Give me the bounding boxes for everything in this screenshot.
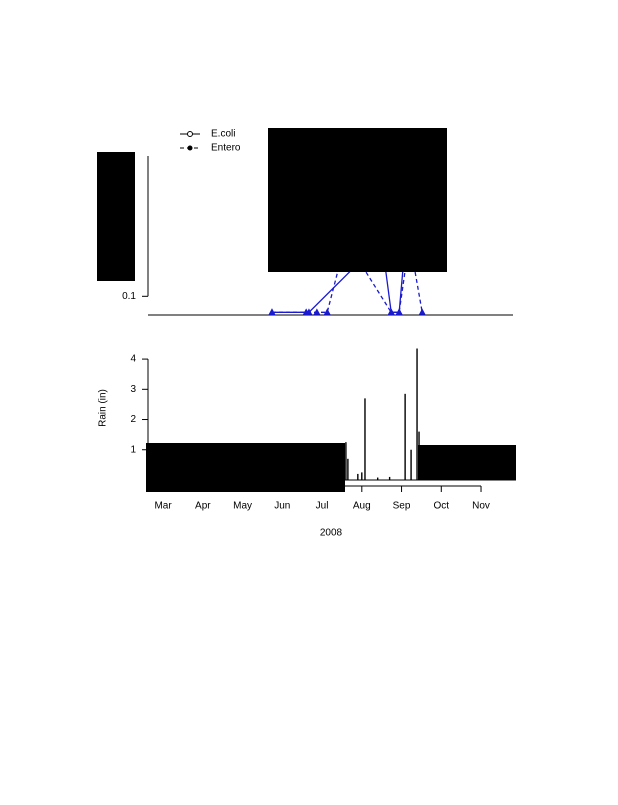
y-tick-label: 1 (130, 444, 136, 455)
x-tick-label: Sep (393, 501, 411, 512)
legend-label: Entero (211, 143, 241, 154)
rain-bar (410, 449, 412, 480)
rain-bar (376, 477, 379, 480)
rain-bar (416, 348, 418, 480)
redaction (418, 445, 516, 480)
x-tick-label: Jun (274, 501, 290, 512)
legend: E.coli Entero (180, 129, 241, 154)
x-tick-label: May (233, 501, 252, 512)
rain-bar (364, 398, 366, 480)
y-tick-label: 0.1 (122, 291, 136, 302)
rain-bar (388, 476, 391, 480)
y-tick-label: 2 (130, 414, 136, 425)
redactions (97, 128, 516, 492)
legend-marker (187, 131, 193, 137)
x-axis-label: 2008 (320, 528, 343, 539)
rain-bar (361, 472, 363, 480)
point (302, 308, 310, 315)
redaction (146, 443, 345, 492)
y-tick-label: 3 (130, 384, 136, 395)
point (268, 308, 276, 315)
x-tick-label: Aug (353, 501, 371, 512)
point (323, 308, 331, 315)
legend-label: E.coli (211, 129, 235, 140)
point (418, 308, 426, 315)
x-tick-label: Mar (154, 501, 172, 512)
plots: 0.1 1 2 3 4 Mar Apr May Jun Jul Aug Sep Oct Nov Rain (… (98, 156, 516, 539)
rain-bar (404, 393, 406, 480)
x-tick-label: Apr (195, 501, 211, 512)
rain-bar (345, 442, 347, 480)
point (387, 308, 395, 315)
point (395, 308, 403, 315)
rain-bar (347, 458, 349, 480)
redaction (97, 152, 135, 281)
point (313, 308, 321, 315)
y-tick-label: 4 (130, 354, 136, 365)
x-tick-label: Nov (472, 501, 490, 512)
legend-marker (187, 145, 193, 151)
y-axis-label: Rain (in) (98, 389, 109, 427)
redaction (268, 128, 447, 272)
x-tick-label: Oct (434, 501, 450, 512)
rain-bar (357, 473, 359, 480)
x-tick-label: Jul (316, 501, 329, 512)
